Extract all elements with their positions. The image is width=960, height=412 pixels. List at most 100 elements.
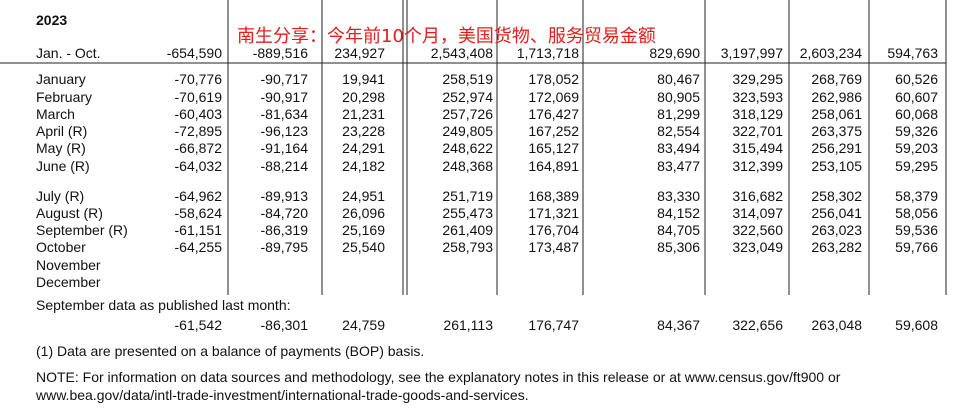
cell: 24,182 — [342, 158, 385, 174]
cell: -61,151 — [174, 222, 222, 238]
cell: 82,554 — [657, 123, 700, 139]
cell: 323,049 — [732, 239, 783, 255]
cell: -89,795 — [260, 239, 308, 255]
cell: -66,872 — [174, 140, 222, 156]
row-label: February — [36, 89, 93, 105]
cell: 83,330 — [657, 188, 700, 204]
cell: -90,917 — [260, 89, 308, 105]
cell: 253,105 — [811, 158, 862, 174]
cell: 59,766 — [895, 239, 938, 255]
cell: 268,769 — [811, 71, 862, 87]
cell: -90,717 — [260, 71, 308, 87]
cell: 59,536 — [895, 222, 938, 238]
cell: -64,255 — [174, 239, 222, 255]
cell: 263,375 — [811, 123, 862, 139]
cell: 84,367 — [657, 317, 700, 333]
cell: 314,097 — [732, 205, 783, 221]
cell: -89,913 — [260, 188, 308, 204]
cell: 263,023 — [811, 222, 862, 238]
row-label: November — [36, 257, 101, 273]
row-label: December — [36, 274, 101, 290]
cell: 20,298 — [342, 89, 385, 105]
row-label: July (R) — [36, 188, 85, 204]
note: www.bea.gov/data/intl-trade-investment/i… — [36, 387, 529, 403]
cell: 26,096 — [342, 205, 385, 221]
cell: 25,169 — [342, 222, 385, 238]
row-label: Jan. - Oct. — [36, 45, 101, 61]
cell: 80,467 — [657, 71, 700, 87]
cell: 258,061 — [811, 106, 862, 122]
row-label: August (R) — [36, 205, 103, 221]
cell: 2,543,408 — [430, 45, 493, 61]
cell: 261,113 — [443, 317, 493, 333]
cell: 248,368 — [442, 158, 493, 174]
cell: 261,409 — [442, 222, 493, 238]
row-label: January — [36, 71, 86, 87]
cell: 171,321 — [528, 205, 579, 221]
row-label: April (R) — [36, 123, 88, 139]
cell: 23,228 — [342, 123, 385, 139]
cell: 263,282 — [811, 239, 862, 255]
cell: -70,619 — [174, 89, 222, 105]
cell: 248,622 — [442, 140, 493, 156]
cell: -72,895 — [174, 123, 222, 139]
cell: 60,526 — [895, 71, 938, 87]
cell: 81,299 — [657, 106, 700, 122]
cell: -86,301 — [260, 317, 308, 333]
cell: 84,705 — [657, 222, 700, 238]
cell: -64,962 — [174, 188, 222, 204]
cell: 60,068 — [895, 106, 938, 122]
cell: 24,759 — [342, 317, 385, 333]
row-label: June (R) — [36, 158, 90, 174]
cell: 167,252 — [528, 123, 579, 139]
cell: 83,494 — [657, 140, 700, 156]
cell: 2,603,234 — [799, 45, 862, 61]
cell: 255,473 — [442, 205, 493, 221]
row-label: March — [36, 106, 75, 122]
cell: 258,302 — [811, 188, 862, 204]
cell: 59,203 — [895, 140, 938, 156]
cell: 322,701 — [732, 123, 783, 139]
cell: -81,634 — [260, 106, 308, 122]
cell: 176,704 — [528, 222, 579, 238]
cell: 256,041 — [811, 205, 862, 221]
cell: 257,726 — [442, 106, 493, 122]
cell: 83,477 — [657, 158, 700, 174]
cell: 263,048 — [811, 317, 862, 333]
cell: 594,763 — [887, 45, 938, 61]
cell: 315,494 — [732, 140, 783, 156]
cell: 24,951 — [342, 188, 385, 204]
cell: 318,129 — [732, 106, 783, 122]
cell: 84,152 — [657, 205, 700, 221]
cell: 25,540 — [342, 239, 385, 255]
cell: -86,319 — [260, 222, 308, 238]
cell: 262,986 — [811, 89, 862, 105]
cell: 58,379 — [895, 188, 938, 204]
cell: 251,719 — [442, 188, 493, 204]
cell: 323,593 — [732, 89, 783, 105]
cell: -91,164 — [260, 140, 308, 156]
cell: -58,624 — [174, 205, 222, 221]
cell: 316,682 — [732, 188, 783, 204]
published-label: September data as published last month: — [36, 297, 291, 313]
cell: 172,069 — [528, 89, 579, 105]
cell: 80,905 — [657, 89, 700, 105]
cell: 59,326 — [895, 123, 938, 139]
cell: 178,052 — [528, 71, 579, 87]
note: NOTE: For information on data sources an… — [36, 369, 841, 385]
cell: 24,291 — [342, 140, 385, 156]
cell: -889,516 — [252, 45, 308, 61]
cell: 176,427 — [528, 106, 579, 122]
cell: 322,656 — [732, 317, 783, 333]
cell: 252,974 — [442, 89, 493, 105]
cell: 59,608 — [895, 317, 938, 333]
cell: 173,487 — [528, 239, 579, 255]
cell: -61,542 — [174, 317, 222, 333]
cell: 256,291 — [811, 140, 862, 156]
title: 南生分享：今年前10个月，美国货物、服务贸易金额 — [237, 26, 656, 47]
cell: 21,231 — [342, 106, 385, 122]
year: 2023 — [36, 12, 68, 28]
cell: 164,891 — [528, 158, 579, 174]
cell: 829,690 — [649, 45, 700, 61]
